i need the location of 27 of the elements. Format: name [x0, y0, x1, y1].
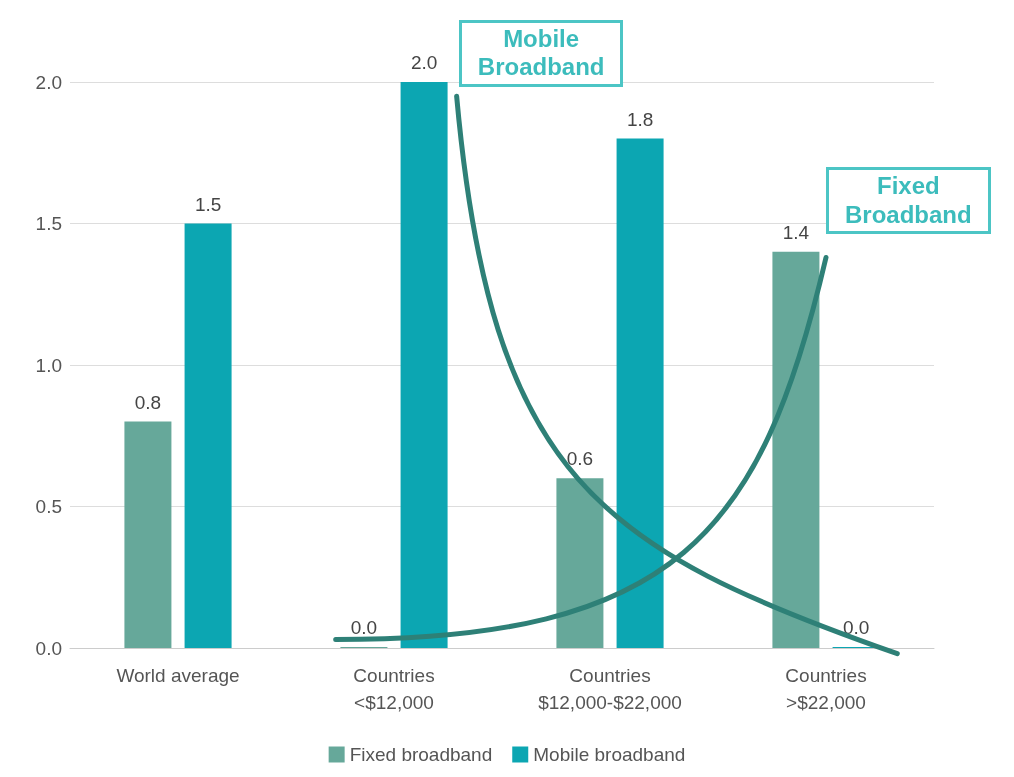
y-tick-label: 2.0 — [35, 71, 62, 93]
data-label: 0.0 — [350, 617, 378, 638]
y-tick-label: 0.5 — [35, 496, 62, 517]
bar — [184, 223, 232, 648]
data-label: 0.6 — [566, 448, 594, 470]
x-tick-label: Countries <$12,000 — [353, 665, 435, 713]
bar — [400, 82, 448, 648]
y-tick-label: 0.0 — [35, 637, 62, 659]
bar — [556, 478, 604, 648]
data-label: 0.0 — [842, 617, 870, 638]
legend-label: Fixed broadband — [349, 744, 493, 765]
data-label: 1.8 — [626, 108, 654, 130]
x-tick-label: World average — [116, 665, 240, 686]
x-tick-label: Countries >$22,000 — [785, 665, 867, 713]
y-tick-label: 1.0 — [35, 354, 62, 376]
y-tick-label: 1.5 — [35, 213, 62, 234]
bar — [616, 138, 664, 648]
data-label: 1.5 — [194, 193, 222, 215]
data-label: 1.4 — [782, 221, 810, 243]
bar — [124, 421, 172, 648]
text: Mobile Broadband — [458, 19, 624, 88]
bar — [772, 251, 820, 648]
annotation: Fixed Broadband — [826, 166, 991, 235]
x-tick-label: Countries $12,000-$22,000 — [538, 665, 682, 713]
data-label: 0.8 — [134, 391, 162, 413]
data-label: 2.0 — [410, 52, 438, 73]
legend-label: Mobile broadband — [533, 744, 686, 765]
